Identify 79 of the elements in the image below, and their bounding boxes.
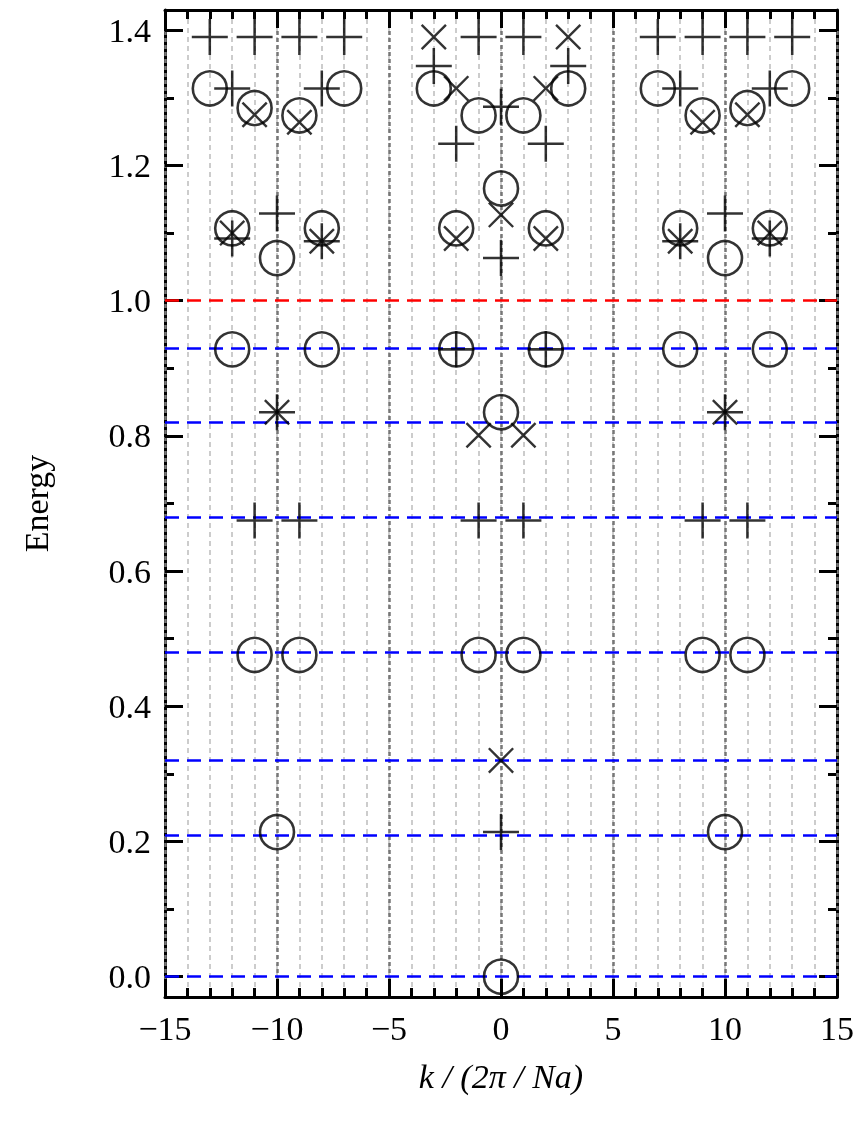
point: [707, 195, 743, 232]
point: [258, 239, 296, 277]
point: [510, 422, 537, 449]
point: [465, 422, 492, 449]
point: [751, 210, 789, 247]
x-tick-label: 10: [708, 1009, 742, 1047]
point: [751, 70, 788, 107]
point: [191, 70, 229, 107]
point: [236, 89, 273, 127]
point: [661, 210, 699, 247]
point: [460, 502, 497, 539]
y-tick-label: 1.4: [108, 11, 151, 49]
point: [684, 502, 721, 539]
point: [460, 97, 497, 134]
point: [729, 19, 766, 56]
point: [488, 201, 514, 228]
x-tick-label: 15: [820, 1009, 854, 1047]
y-tick-label: 0.8: [108, 417, 151, 455]
point: [281, 97, 318, 134]
point: [482, 170, 520, 207]
point: [505, 19, 542, 56]
point: [729, 502, 766, 539]
x-tick-label: 5: [604, 1009, 622, 1047]
point: [505, 502, 542, 539]
point: [706, 239, 744, 277]
y-tick-label: 0.6: [108, 552, 151, 590]
point: [236, 19, 273, 56]
x-axis-title: k / (2π / Na): [418, 1057, 584, 1096]
point: [751, 331, 789, 368]
point: [281, 502, 318, 539]
point: [443, 75, 470, 102]
point: [684, 19, 721, 56]
point: [303, 331, 341, 368]
point: [684, 636, 721, 674]
point: [437, 210, 475, 247]
y-tick-label: 1.0: [108, 282, 151, 320]
point: [488, 747, 514, 774]
point: [482, 958, 520, 996]
point: [532, 75, 559, 102]
y-tick-label: 0.2: [108, 823, 151, 861]
point: [729, 89, 766, 127]
y-tick-label: 1.2: [108, 146, 151, 184]
x-tick-label: −10: [250, 1009, 304, 1047]
point: [236, 636, 273, 674]
y-tick-label: 0.0: [108, 958, 151, 996]
point: [684, 97, 721, 134]
point: [258, 813, 296, 851]
point: [236, 502, 273, 539]
point: [303, 210, 341, 247]
x-tick-label: −5: [370, 1009, 408, 1047]
point: [483, 88, 519, 125]
point: [325, 70, 363, 107]
point: [549, 70, 587, 107]
point: [706, 813, 744, 851]
point: [505, 636, 542, 674]
point: [213, 331, 251, 368]
point: [460, 636, 497, 674]
point: [661, 331, 699, 368]
x-tick-label: 0: [492, 1009, 510, 1047]
y-axis-title: Energy: [17, 454, 55, 553]
y-tick-label: 0.4: [108, 687, 151, 725]
point: [773, 70, 811, 107]
point: [214, 70, 251, 107]
point: [259, 195, 295, 232]
point: [415, 70, 453, 107]
point: [281, 636, 318, 674]
point: [729, 636, 766, 674]
x-tick-label: −15: [138, 1009, 192, 1047]
point: [460, 19, 497, 56]
point: [420, 24, 447, 51]
point: [639, 70, 677, 107]
point: [213, 210, 251, 247]
point: [505, 97, 542, 134]
point: [555, 24, 582, 51]
point: [662, 70, 699, 107]
point: [303, 70, 340, 107]
point: [482, 393, 520, 431]
point: [527, 210, 565, 247]
point: [281, 19, 318, 56]
